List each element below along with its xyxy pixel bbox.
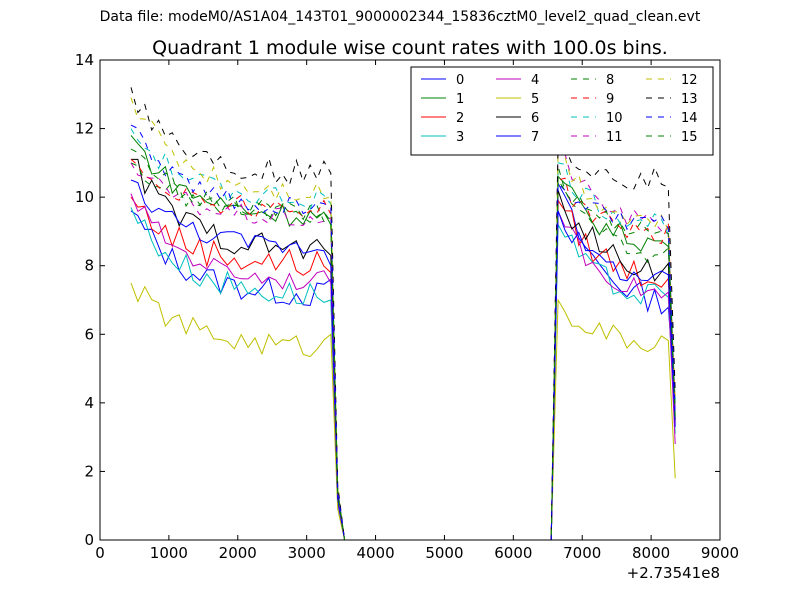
series-line-12 xyxy=(130,97,676,541)
x-tick-label: 6000 xyxy=(494,544,532,562)
legend-label-4: 4 xyxy=(531,73,539,88)
series-line-14 xyxy=(130,124,676,541)
x-tick-label: 9000 xyxy=(701,544,739,562)
x-tick-label: 3000 xyxy=(288,544,326,562)
legend-label-7: 7 xyxy=(531,130,539,145)
axes-frame xyxy=(99,59,721,541)
y-tick-label: 6 xyxy=(84,325,94,343)
y-tick-label: 14 xyxy=(75,51,94,69)
legend-label-8: 8 xyxy=(606,73,614,88)
series-line-0 xyxy=(130,181,676,541)
figure-suptitle: Data file: modeM0/AS1A04_143T01_90000023… xyxy=(99,9,701,25)
y-tick-label: 12 xyxy=(75,120,94,138)
series-layer xyxy=(130,87,676,541)
legend-label-3: 3 xyxy=(456,130,464,145)
y-tick-label: 0 xyxy=(84,531,94,549)
series-line-1 xyxy=(130,135,676,541)
legend-label-6: 6 xyxy=(531,111,539,126)
x-tick-label: 5000 xyxy=(425,544,463,562)
x-tick-label: 2000 xyxy=(219,544,257,562)
y-tick-label: 10 xyxy=(75,188,94,206)
series-line-4 xyxy=(130,193,676,541)
series-line-15 xyxy=(130,148,676,541)
series-line-6 xyxy=(131,158,676,541)
y-tick-label: 2 xyxy=(84,462,94,480)
y-tick-label: 4 xyxy=(84,394,94,412)
legend-label-12: 12 xyxy=(681,73,698,88)
x-tick-label: 8000 xyxy=(632,544,670,562)
legend-label-11: 11 xyxy=(606,130,623,145)
y-tick-label: 8 xyxy=(84,257,94,275)
series-line-5 xyxy=(130,282,676,541)
legend-frame xyxy=(410,66,714,156)
legend-label-14: 14 xyxy=(681,111,698,126)
series-line-2 xyxy=(130,196,676,541)
x-tick-label: 4000 xyxy=(356,544,394,562)
legend-label-0: 0 xyxy=(456,73,464,88)
x-axis: 0 1000 2000 3000 4000 5000 6000 7000 8000 9000 xyxy=(95,60,739,562)
legend-label-5: 5 xyxy=(531,92,539,107)
chart-title: Quadrant 1 module wise count rates with … xyxy=(152,37,668,59)
series-line-9 xyxy=(130,159,676,541)
x-axis-offset-label: +2.73541e8 xyxy=(627,564,720,582)
x-tick-label: 1000 xyxy=(150,544,188,562)
series-line-7 xyxy=(130,179,676,541)
legend-label-10: 10 xyxy=(606,111,623,126)
legend-label-13: 13 xyxy=(681,92,698,107)
series-line-8 xyxy=(130,162,676,541)
series-line-3 xyxy=(130,207,676,541)
legend-label-9: 9 xyxy=(606,92,614,107)
x-tick-label: 7000 xyxy=(563,544,601,562)
legend-label-2: 2 xyxy=(456,111,464,126)
series-line-10 xyxy=(130,128,676,541)
x-tick-label: 0 xyxy=(95,544,105,562)
legend-label-15: 15 xyxy=(681,130,698,145)
legend-label-1: 1 xyxy=(456,92,464,107)
series-line-11 xyxy=(130,144,676,541)
